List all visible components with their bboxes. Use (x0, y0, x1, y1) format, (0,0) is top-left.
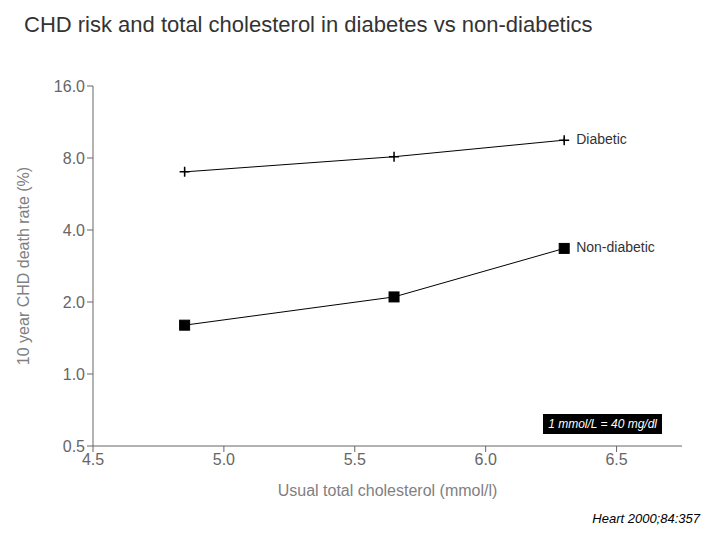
html-text:1 mmol/L = 40 mg/dl: 1 mmol/L = 40 mg/dl (548, 417, 657, 431)
svg-text:8.0: 8.0 (63, 150, 85, 167)
svg-text:10 year CHD death rate (%): 10 year CHD death rate (%) (15, 167, 32, 365)
svg-text:Diabetic: Diabetic (576, 131, 627, 147)
svg-text:Non-diabetic: Non-diabetic (576, 239, 655, 255)
html-text:Heart 2000;84:357: Heart 2000;84:357 (592, 511, 700, 526)
svg-text:6.0: 6.0 (475, 451, 497, 468)
svg-text:4.0: 4.0 (63, 222, 85, 239)
svg-text:0.5: 0.5 (63, 438, 85, 455)
svg-text:6.5: 6.5 (605, 451, 627, 468)
html-text:CHD risk and total cholesterol: CHD risk and total cholesterol in diabet… (24, 12, 593, 37)
svg-text:4.5: 4.5 (82, 451, 104, 468)
svg-text:5.5: 5.5 (344, 451, 366, 468)
svg-text:16.0: 16.0 (54, 78, 85, 95)
svg-text:2.0: 2.0 (63, 294, 85, 311)
svg-text:Usual total cholesterol (mmol/: Usual total cholesterol (mmol/l) (278, 482, 498, 499)
svg-text:5.0: 5.0 (213, 451, 235, 468)
svg-text:1.0: 1.0 (63, 366, 85, 383)
